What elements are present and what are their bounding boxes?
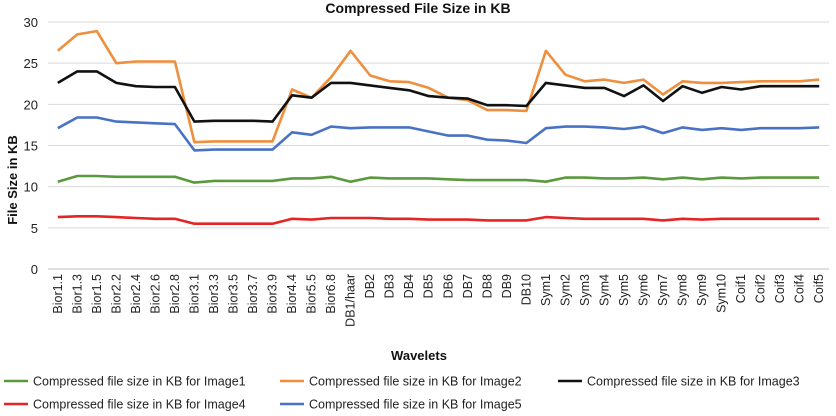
x-tick-label: Sym3: [578, 274, 592, 306]
series-line-image1: [57, 174, 820, 184]
legend-label: Compressed file size in KB for Image1: [33, 375, 246, 389]
x-tick-label: Bior2.4: [129, 274, 143, 314]
x-tick-label: Bior1.1: [51, 274, 65, 314]
x-tick-label: Sym1: [539, 274, 553, 306]
y-tick-label: 0: [31, 262, 38, 277]
x-tick-label: Coif2: [754, 274, 768, 303]
x-tick-label: Bior3.1: [187, 274, 201, 314]
x-tick-label: Sym8: [676, 274, 690, 306]
x-tick-label: Bior3.7: [246, 274, 260, 314]
x-tick-label: Sym4: [597, 274, 611, 306]
x-tick-label: Sym2: [558, 274, 572, 306]
x-tick-label: DB1/haar: [344, 274, 358, 327]
x-tick-label: DB9: [500, 274, 514, 298]
legend-label: Compressed file size in KB for Image3: [587, 375, 800, 389]
y-axis-title: File Size in KB: [5, 135, 20, 225]
y-tick-label: 20: [24, 97, 38, 112]
x-tick-label: Bior3.3: [207, 274, 221, 314]
x-axis-ticks: Bior1.1 Bior1.3 Bior1.5 Bior2.2 Bior2.4 Bior2…: [51, 274, 826, 327]
chart-title: Compressed File Size in KB: [325, 0, 510, 16]
x-tick-label: Coif4: [793, 274, 807, 303]
legend-label: Compressed file size in KB for Image2: [309, 375, 522, 389]
legend-label: Compressed file size in KB for Image4: [33, 398, 246, 412]
x-tick-label: Sym5: [617, 274, 631, 306]
series-line-image4: [57, 215, 820, 225]
x-tick-label: DB3: [383, 274, 397, 298]
x-tick-label: Bior2.8: [168, 274, 182, 314]
x-tick-label: Bior2.2: [109, 274, 123, 314]
x-tick-label: DB7: [461, 274, 475, 298]
y-tick-label: 30: [24, 15, 38, 30]
x-tick-label: Coif3: [773, 274, 787, 303]
y-tick-label: 5: [31, 221, 38, 236]
x-tick-label: Sym9: [695, 274, 709, 306]
x-tick-label: Bior1.5: [90, 274, 104, 314]
x-tick-label: Bior6.8: [324, 274, 338, 314]
y-axis-ticks: 0 5 10 15 20 25 30: [24, 15, 38, 277]
x-tick-label: DB4: [402, 274, 416, 298]
x-tick-label: DB10: [519, 274, 533, 305]
x-tick-label: DB2: [363, 274, 377, 298]
x-tick-label: Sym6: [637, 274, 651, 306]
series-lines: [56, 29, 820, 225]
legend-label: Compressed file size in KB for Image5: [309, 398, 522, 412]
y-tick-label: 10: [24, 180, 38, 195]
grid-lines: [48, 21, 829, 270]
series-line-image5: [57, 116, 820, 152]
x-tick-label: Bior5.5: [305, 274, 319, 314]
x-tick-label: DB5: [422, 274, 436, 298]
x-tick-label: DB8: [480, 274, 494, 298]
x-tick-label: Sym10: [715, 274, 729, 313]
x-tick-label: Bior3.5: [226, 274, 240, 314]
x-tick-label: Sym7: [656, 274, 670, 306]
x-tick-label: Bior4.4: [285, 274, 299, 314]
series-line-image3: [57, 70, 820, 123]
y-tick-label: 25: [24, 56, 38, 71]
x-tick-label: DB6: [441, 274, 455, 298]
x-tick-label: Bior1.3: [70, 274, 84, 314]
x-tick-label: Bior2.6: [148, 274, 162, 314]
x-tick-label: Coif5: [812, 274, 826, 303]
legend: Compressed file size in KB for Image1 Com…: [4, 375, 800, 412]
x-tick-label: Bior3.9: [266, 274, 280, 314]
y-tick-label: 15: [24, 139, 38, 154]
x-axis-title: Wavelets: [391, 348, 447, 363]
x-tick-label: Coif1: [734, 274, 748, 303]
